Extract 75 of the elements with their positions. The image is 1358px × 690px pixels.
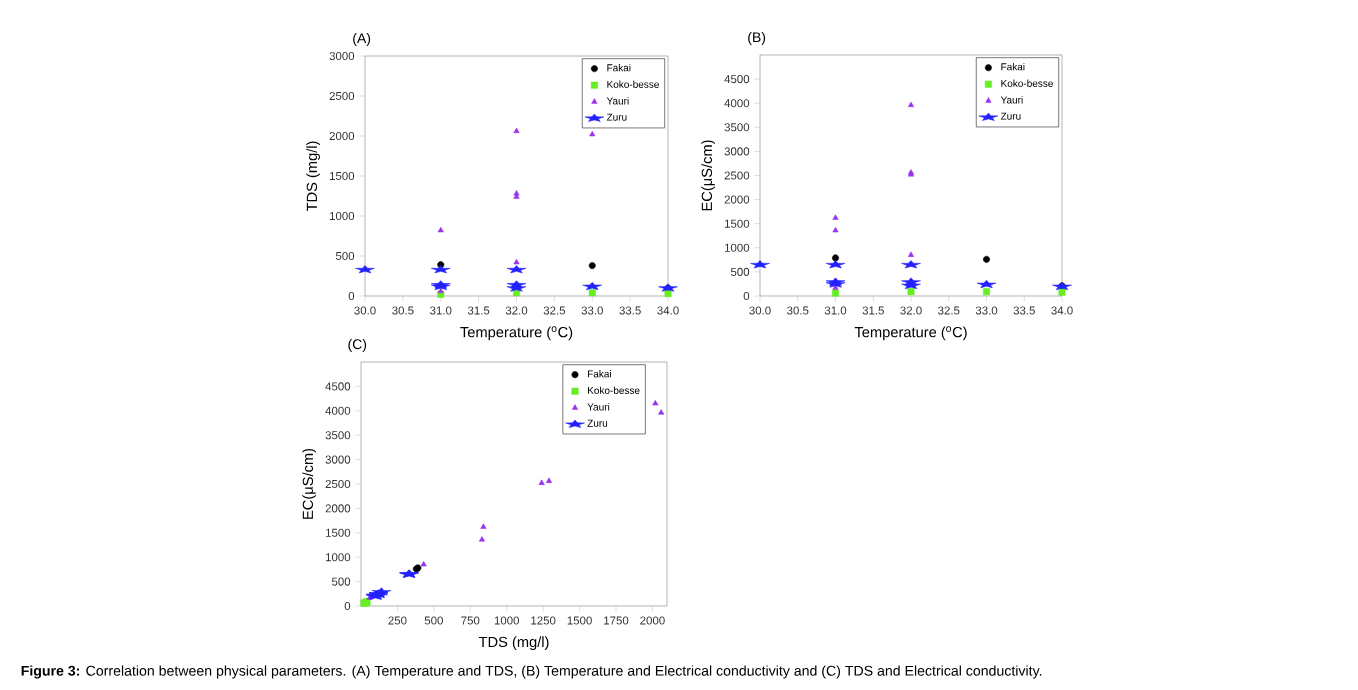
legend-label: Yauri (587, 403, 610, 411)
y-tick-label: 2500 (325, 479, 351, 489)
x-tick-label: 1250 (531, 616, 556, 625)
legend-label: Koko-besse (1001, 79, 1053, 87)
y-tick-label: 4500 (724, 75, 750, 84)
x-tick-label: 33.0 (581, 306, 603, 315)
y-tick-label: 2000 (325, 504, 351, 513)
y-tick-label: 1000 (325, 553, 351, 562)
x-tick-label: 750 (461, 616, 480, 625)
y-axis-title: EC(μS/cm) (701, 140, 715, 211)
y-tick-label: 1500 (329, 171, 355, 181)
y-tick-label: 2000 (724, 195, 750, 204)
legend-label: Fakai (607, 64, 631, 72)
legend-label: Koko-besse (587, 386, 640, 394)
x-tick-label: 33.5 (1013, 306, 1035, 315)
y-tick-label: 2000 (329, 131, 355, 141)
legend-label: Zuru (606, 113, 627, 121)
y-tick-label: 0 (743, 291, 750, 301)
x-tick-label: 31.5 (862, 306, 884, 315)
x-tick-label: 31.0 (824, 306, 847, 315)
y-tick-label: 4500 (325, 382, 351, 391)
chart-title: (A) (353, 32, 371, 46)
x-tick-label: 1750 (604, 616, 629, 625)
y-tick-label: 3500 (325, 431, 351, 440)
y-tick-label: 1500 (724, 219, 750, 228)
x-tick-label: 30.0 (749, 306, 771, 315)
x-tick-label: 31.0 (430, 306, 452, 315)
x-axis-title: Temperature ($^{o}$C) (460, 326, 573, 341)
legend-label: Yauri (1000, 96, 1023, 104)
x-tick-label: 32.0 (505, 306, 528, 315)
y-tick-label: 1500 (325, 528, 351, 537)
y-tick-label: 0 (348, 291, 355, 301)
x-tick-label: 32.5 (938, 306, 960, 315)
x-tick-label: 500 (424, 616, 443, 625)
x-tick-label: 250 (388, 616, 407, 625)
y-tick-label: 4000 (325, 406, 351, 415)
x-axis-title: TDS (mg/l) (478, 636, 549, 650)
x-axis-title: Temperature ($^{o}$C) (854, 326, 967, 341)
y-tick-label: 4000 (724, 99, 750, 108)
x-tick-label: 32.5 (543, 306, 566, 315)
x-tick-label: 1500 (567, 616, 592, 625)
x-tick-label: 33.5 (619, 306, 641, 315)
x-tick-label: 34.0 (657, 306, 679, 315)
y-axis-title: EC(μS/cm) (302, 448, 316, 519)
y-tick-label: 3000 (724, 147, 750, 156)
y-tick-label: 500 (730, 267, 750, 276)
legend-label: Zuru (1000, 112, 1021, 120)
legend-label: Yauri (606, 97, 629, 105)
y-tick-label: 2500 (724, 171, 750, 180)
legend-label: Fakai (587, 370, 611, 378)
x-tick-label: 30.5 (787, 306, 809, 315)
y-tick-label: 500 (331, 577, 351, 586)
text: Figure 3: Correlation between physical parameters. (A) Temperature and TDS, (B) Temperature and Electrical conductivity and (C) TDS and Electrical conductivity. (21, 665, 1042, 679)
x-tick-label: 34.0 (1051, 306, 1073, 315)
y-tick-label: 2500 (329, 91, 355, 101)
x-tick-label: 33.0 (975, 306, 998, 315)
y-axis-title: TDS (mg/l) (306, 141, 320, 212)
x-tick-label: 30.5 (392, 306, 414, 315)
chart-title: (C) (348, 338, 367, 352)
x-tick-label: 32.0 (900, 306, 922, 315)
x-tick-label: 1000 (494, 616, 520, 625)
x-tick-label: 2000 (640, 616, 665, 625)
legend-label: Zuru (587, 419, 608, 427)
y-tick-label: 3000 (329, 51, 355, 61)
y-tick-label: 0 (344, 601, 351, 611)
y-tick-label: 3000 (325, 455, 351, 464)
y-tick-label: 3500 (724, 123, 750, 132)
x-tick-label: 31.5 (467, 306, 490, 315)
chart-title: (B) (748, 31, 766, 45)
y-tick-label: 1000 (724, 243, 750, 252)
legend-label: Fakai (1001, 63, 1025, 71)
y-tick-label: 1000 (329, 211, 355, 221)
x-tick-label: 30.0 (354, 306, 376, 315)
y-tick-label: 500 (335, 251, 355, 261)
legend-label: Koko-besse (607, 80, 659, 88)
